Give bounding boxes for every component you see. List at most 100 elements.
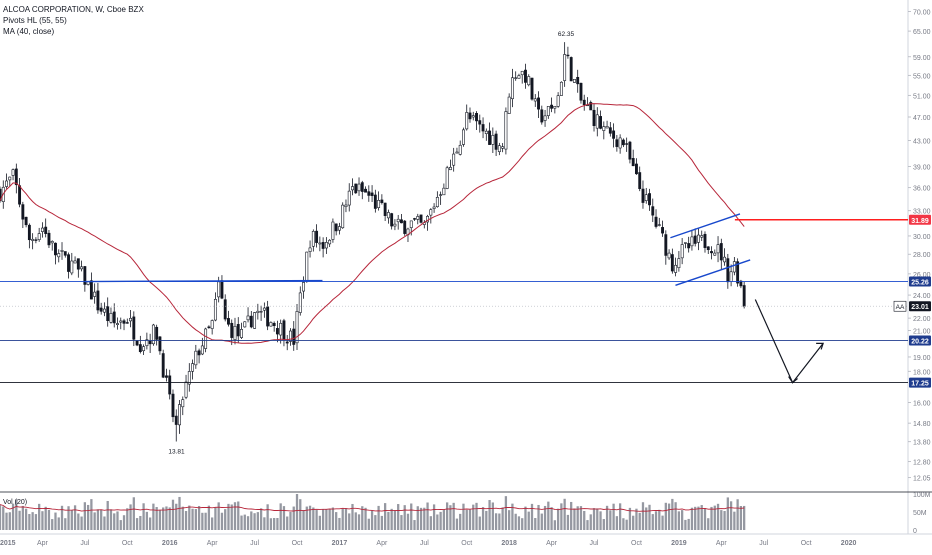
candle-body (612, 130, 616, 139)
volume-bar (148, 517, 152, 530)
candle-body (599, 116, 602, 129)
volume-bar (540, 513, 543, 530)
candle-body (54, 242, 57, 256)
volume-bar (38, 503, 41, 530)
time-tick-label: Apr (207, 540, 219, 547)
level-badge-25.26 (909, 276, 931, 287)
volume-bar (436, 514, 439, 530)
candle-body (315, 230, 319, 243)
volume-bar (390, 508, 393, 530)
candle-body (197, 350, 201, 356)
volume-bar (481, 507, 485, 530)
candle-body (210, 320, 214, 329)
volume-bar (628, 507, 632, 530)
candle-body (230, 322, 234, 338)
volume-bar (419, 507, 423, 530)
volume-bar (197, 505, 201, 530)
candle-body (608, 127, 612, 134)
price-tick-label: 22.00 (913, 316, 931, 323)
candle-body (651, 206, 655, 216)
candle-body (537, 97, 540, 110)
time-tick-label: 2015 (0, 540, 16, 547)
volume-bar (501, 507, 504, 530)
volume-bar (308, 505, 312, 530)
volume-bar (674, 502, 677, 530)
volume-bar (432, 504, 436, 530)
price-tick-label: 51.00 (913, 93, 931, 100)
candle-body (60, 250, 64, 252)
volume-bar (478, 516, 481, 530)
volume-bar (194, 509, 197, 530)
candle-body (158, 336, 162, 352)
volume-bar (207, 505, 211, 530)
candle-body (592, 109, 596, 126)
volume-bar (635, 508, 638, 530)
volume-bar (543, 505, 547, 530)
candle-body (223, 299, 227, 320)
candle-body (233, 325, 237, 341)
volume-bar (465, 509, 468, 530)
candle-body (677, 258, 681, 269)
volume-bar (560, 503, 563, 530)
volume-bar (158, 510, 162, 530)
time-tick-label: Oct (461, 540, 472, 547)
legend-title: ALCOA CORPORATION, W, Cboe BZX (3, 5, 144, 14)
volume-bar (377, 505, 380, 530)
volume-bar (733, 511, 736, 530)
candle-body (589, 102, 593, 111)
price-tick-label: 30.00 (913, 234, 931, 241)
time-tick-label: 2019 (671, 540, 687, 547)
volume-bar (380, 515, 384, 530)
candle-body (605, 126, 609, 129)
volume-bar (690, 507, 694, 530)
volume-bar (90, 499, 93, 530)
volume-bar (331, 507, 335, 530)
candle-body (661, 227, 665, 234)
candle-body (8, 176, 12, 181)
pivot-label-62.35: 62.35 (558, 31, 575, 38)
candle-body (119, 320, 123, 323)
candle-body (292, 328, 296, 345)
level-label-20.22: 20.22 (911, 338, 929, 345)
volume-bar (31, 512, 34, 530)
volume-bar (220, 512, 224, 530)
volume-bar (155, 507, 158, 530)
volume-bar (498, 513, 501, 530)
candle-body (670, 254, 674, 272)
volume-bar (253, 513, 256, 530)
candle-body (595, 114, 599, 129)
volume-bar (135, 518, 139, 530)
candle-body (181, 399, 185, 408)
candle-body (687, 243, 691, 249)
candle-body (34, 239, 38, 241)
price-tick-label: 55.00 (913, 73, 931, 80)
candle-body (488, 130, 492, 145)
candle-body (507, 96, 511, 114)
level-badge-20.22 (909, 335, 931, 346)
candle-body (618, 137, 622, 149)
candle-body (462, 129, 465, 145)
volume-bar (462, 503, 465, 530)
candle-body (716, 244, 720, 254)
candle-body (308, 247, 312, 252)
candle-body (253, 312, 257, 329)
volume-bar (364, 507, 367, 530)
candle-body (151, 324, 155, 345)
current-price-prefix-box (893, 300, 907, 312)
candle-body (73, 260, 77, 264)
volume-bar (292, 506, 295, 530)
volume-bar (720, 510, 723, 530)
volume-bar (485, 510, 488, 530)
volume-bar (583, 510, 586, 530)
volume-bar (547, 501, 550, 530)
volume-bar (681, 510, 684, 530)
volume-bar (383, 503, 387, 530)
price-tick-label: 28.00 (913, 252, 931, 259)
volume-bar (282, 506, 286, 530)
candle-body (432, 206, 436, 209)
candle-body (103, 308, 106, 313)
volume-bar (5, 512, 8, 530)
candle-body (249, 315, 253, 328)
volume-bar (315, 510, 318, 530)
